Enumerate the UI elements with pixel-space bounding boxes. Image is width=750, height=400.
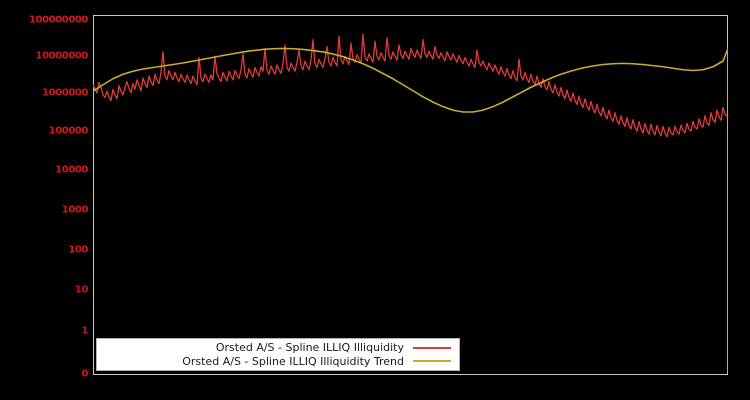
chart-legend: Orsted A/S - Spline ILLIQ Illiquidity Or… bbox=[96, 338, 460, 371]
legend-entry-illiquidity: Orsted A/S - Spline ILLIQ Illiquidity bbox=[101, 341, 453, 355]
y-axis-tick-label: 1000000 bbox=[42, 87, 88, 99]
y-axis-tick-labels: 100000000 10000000 1000000 100000 10000 1000 1… bbox=[0, 0, 88, 400]
legend-label-illiquidity-trend: Orsted A/S - Spline ILLIQ Illiquidity Tr… bbox=[182, 354, 404, 368]
y-axis-tick-label: 100000000 bbox=[28, 14, 88, 26]
legend-swatch-illiquidity-trend bbox=[413, 360, 451, 363]
y-axis-tick-label: 0 bbox=[81, 368, 88, 380]
y-axis-tick-label: 10 bbox=[74, 284, 89, 296]
data-series-layer bbox=[93, 33, 728, 374]
y-axis-tick-label: 10000000 bbox=[35, 50, 89, 61]
legend-swatch-illiquidity bbox=[413, 346, 451, 349]
legend-entry-illiquidity-trend: Orsted A/S - Spline ILLIQ Illiquidity Tr… bbox=[101, 355, 453, 369]
legend-label-illiquidity: Orsted A/S - Spline ILLIQ Illiquidity bbox=[215, 341, 404, 355]
y-axis-tick-label: 100000 bbox=[48, 125, 89, 137]
y-axis-tick-label: 100 bbox=[68, 244, 88, 256]
series-line-illiquidity bbox=[93, 33, 728, 138]
series-line-illiquidity-trend bbox=[93, 47, 728, 374]
y-axis-tick-label: 1000 bbox=[61, 204, 89, 216]
y-axis-tick-label: 10000 bbox=[55, 164, 88, 176]
y-axis-tick-label: 1 bbox=[81, 325, 88, 337]
